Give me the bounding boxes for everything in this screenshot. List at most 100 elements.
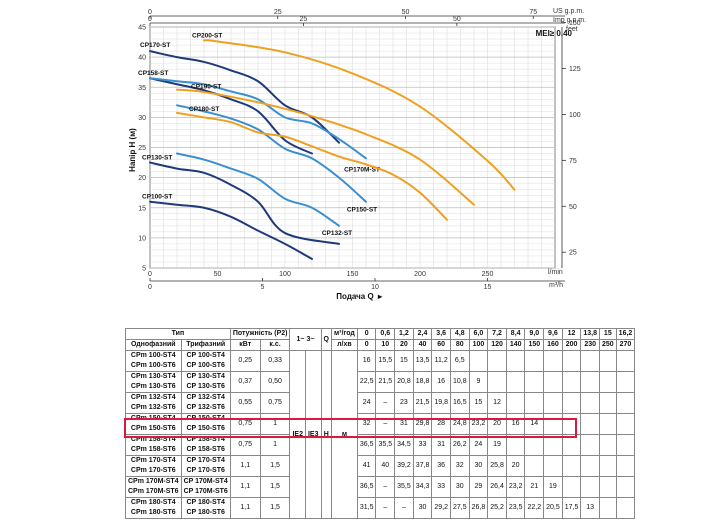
head-value [598,455,617,477]
head-value: 34,5 [394,434,414,456]
head-value [580,455,600,477]
x-tick-lmin: 0 [148,271,152,278]
head-value: 20 [487,413,507,435]
imp-gpm-tick-label: 50 [453,16,461,23]
series-label: CP170-ST [140,42,170,49]
head-value: 32 [356,413,377,435]
head-value: 23,2 [505,476,526,498]
head-value: 30 [449,476,470,498]
series-label: CP132-ST [322,230,352,237]
power-hp: 0,50 [259,371,291,393]
head-value: 22,5 [356,371,377,393]
three-phase-model: CP 180-ST4 CP 180-ST6 [180,497,231,519]
head-value [580,476,600,498]
head-value [580,413,600,435]
head-value: 32 [449,455,470,477]
single-phase-model: CPm 150-ST4 CPm 150-ST6 [125,413,182,435]
series-label: CP170M-ST [344,166,380,173]
head-value: – [375,476,396,498]
head-value [543,371,563,393]
head-value [543,350,563,372]
us-gpm-unit: US g.p.m. [553,8,584,15]
series-line [149,200,313,260]
q-lmin: 150 [524,339,545,351]
head-value: 19 [487,434,507,456]
single-phase-model: CPm 158-ST4 CPm 158-ST6 [125,434,182,456]
head-value [543,413,563,435]
head-value [580,434,600,456]
series-label: CP158-ST [138,70,168,77]
series-label: CP130-ST [142,155,172,162]
three-phase-model: CP 100-ST4 CP 100-ST6 [180,350,231,372]
y-tick-label: 25 [138,145,146,152]
head-value: 24 [356,392,377,414]
head-value [615,371,636,393]
q-m3h: 0 [356,328,377,340]
us-gpm-tick-label: 75 [529,9,537,16]
q-lmin: 160 [543,339,563,351]
series-line [149,77,313,155]
y-tick-label: 30 [138,115,146,122]
head-value: 19,8 [431,392,451,414]
x-axis-arrow: ▸ [377,292,383,301]
head-value [598,392,617,414]
series-line [203,39,516,191]
head-value: 19 [543,476,563,498]
head-value: 15 [468,392,489,414]
power-kw: 1,1 [229,497,261,519]
th-unit-lmin: л/хв [330,339,358,351]
head-value: – [375,392,396,414]
q-lmin: 80 [449,339,470,351]
head-value: 39,2 [394,455,414,477]
head-value: 25,8 [487,455,507,477]
phase-col-1: IE2 [289,350,306,519]
series-label: CP180-ST [189,106,219,113]
phase-col-3: IE3 [304,350,322,519]
series-line [176,88,475,206]
head-value: 31 [394,413,414,435]
single-phase-model: CPm 100-ST4 CPm 100-ST6 [125,350,182,372]
head-value: 26,4 [487,476,507,498]
table-row: CPm 100-ST4 CPm 100-ST6 CP 100-ST4 CP 100-S… [125,350,636,519]
q-m3h: 0,6 [375,328,396,340]
head-value: 24 [468,434,489,456]
feet-tick-label: 75 [569,158,577,165]
head-value [598,476,617,498]
q-lmin: 140 [505,339,526,351]
three-phase-model: CP 150-ST4 CP 150-ST6 [180,413,231,435]
x-tick-m3h: 5 [261,284,265,291]
head-value: 16 [505,413,526,435]
power-kw: 0,75 [229,413,261,435]
th-phase: 1~ 3~ [289,328,322,351]
series-line [149,77,367,160]
q-m3h: 2,4 [412,328,433,340]
head-value [580,350,600,372]
head-value: 24,8 [449,413,470,435]
three-phase-model: CP 130-ST4 CP 130-ST6 [180,371,231,393]
head-value: 33 [431,476,451,498]
head-value [487,371,507,393]
head-value [524,392,545,414]
x-tick-m3h: 0 [148,284,152,291]
q-m3h: 15 [598,328,617,340]
three-phase-model: CP 132-ST4 CP 132-ST6 [180,392,231,414]
series-line [149,161,340,245]
head-value [524,434,545,456]
head-value [598,350,617,372]
imp-gpm-tick-label: 0 [148,16,152,23]
head-value [543,455,563,477]
th-hp: к.с. [259,339,291,351]
x-tick-m3h: 10 [371,284,379,291]
head-value [615,476,636,498]
head-value: 16,5 [449,392,470,414]
feet-unit: feet [566,26,578,33]
head-value: 14 [524,413,545,435]
performance-table: Тип Потужність (P2) 1~ 3~ Q м³/год 0 0,6 1… [125,328,636,519]
q-lmin: 120 [487,339,507,351]
power-kw: 0,75 [229,434,261,456]
power-hp: 1 [259,434,291,456]
series-label: CP150-ST [347,207,377,214]
table-row: CPm 130-ST4 CPm 130-ST6 CP 130-ST4 CP 130-S… [125,371,636,393]
head-value: 26,2 [449,434,470,456]
head-value: 36,5 [356,476,377,498]
